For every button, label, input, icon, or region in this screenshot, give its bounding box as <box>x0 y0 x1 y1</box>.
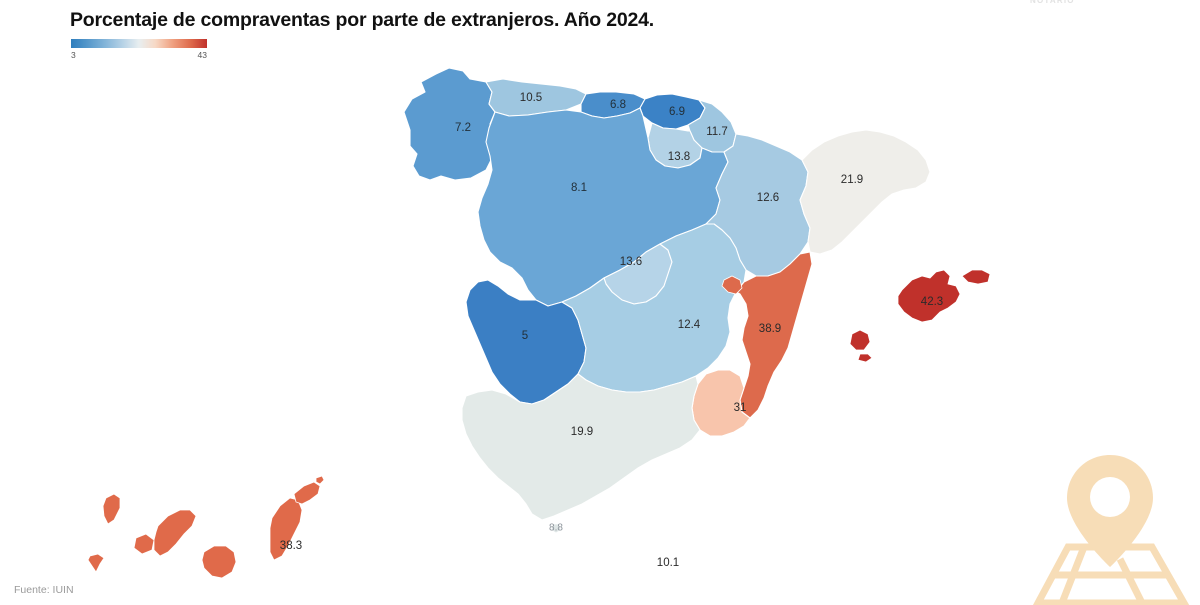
color-legend: 3 43 <box>71 39 207 60</box>
region-baleares-formentera[interactable] <box>857 353 873 363</box>
region-cataluna[interactable] <box>799 129 931 255</box>
region-ceuta-melilla[interactable] <box>550 523 562 534</box>
region-canarias-la-gomera[interactable] <box>133 533 155 555</box>
region-canarias-gran-canaria[interactable] <box>201 545 237 579</box>
region-canarias-lanzarote[interactable] <box>293 481 321 505</box>
page-title: Porcentaje de compraventas por parte de … <box>70 9 655 31</box>
region-canarias-la-palma[interactable] <box>102 493 121 525</box>
legend-min-label: 3 <box>71 50 76 60</box>
region-valencia-exclave <box>721 275 743 295</box>
region-canarias-el-hierro[interactable] <box>87 553 105 573</box>
region-baleares-mallorca[interactable] <box>897 269 961 323</box>
region-baleares-ibiza[interactable] <box>849 329 871 351</box>
legend-gradient-bar <box>71 39 207 48</box>
value-label-sin-asignar: 10.1 <box>657 557 679 569</box>
region-baleares-menorca[interactable] <box>961 269 991 285</box>
source-note: Fuente: IUIN <box>14 584 74 596</box>
legend-max-label: 43 <box>197 50 207 60</box>
watermark-notario: NOTARIO <box>1030 0 1075 5</box>
region-galicia[interactable] <box>403 67 496 181</box>
region-canarias-tenerife[interactable] <box>153 509 197 557</box>
region-andalucia[interactable] <box>461 373 701 521</box>
region-canarias-graciosa[interactable] <box>315 475 325 485</box>
region-canarias-fuerteventura[interactable] <box>269 497 303 561</box>
region-asturias[interactable] <box>485 78 587 117</box>
regions-layer <box>87 67 991 579</box>
region-comunidad-valenciana[interactable] <box>735 251 813 419</box>
